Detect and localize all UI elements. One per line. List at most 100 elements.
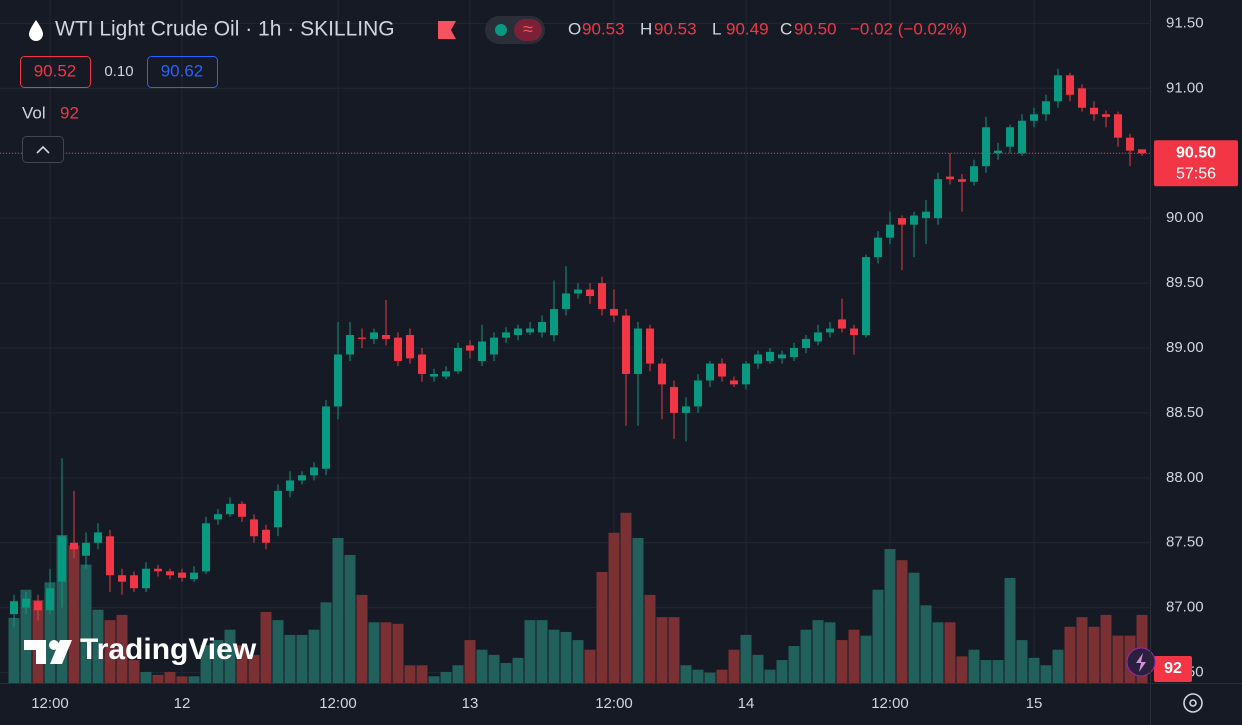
volume-bar: [992, 660, 1004, 683]
candle-body: [286, 480, 294, 491]
candle-body: [1066, 75, 1074, 95]
candle-body: [550, 309, 558, 336]
volume-bar: [476, 649, 488, 683]
candle-body: [586, 289, 594, 297]
candle-body: [370, 332, 378, 339]
volume-bar: [764, 669, 776, 683]
candle-body: [394, 337, 402, 361]
candle-body: [130, 575, 138, 589]
candle-body: [526, 328, 534, 333]
candle-body: [406, 335, 414, 359]
candle-body: [622, 315, 630, 374]
candle-body: [970, 166, 978, 182]
candle-body: [1006, 127, 1014, 147]
candle-body: [694, 380, 702, 407]
flag-icon[interactable]: [438, 21, 456, 39]
candle-body: [514, 328, 522, 336]
candle-body: [778, 354, 786, 359]
candle-body: [226, 503, 234, 515]
y-tick-label: 88.50: [1166, 404, 1204, 421]
logo-icon: [50, 640, 72, 664]
candle-body: [874, 237, 882, 258]
ask[interactable]: 90.62: [161, 61, 204, 80]
candle-body: [718, 363, 726, 377]
market-open-dot: [495, 24, 507, 36]
candle-body: [706, 363, 714, 381]
candle-body: [670, 386, 678, 413]
candle-body: [742, 363, 750, 385]
volume-bar: [752, 654, 764, 683]
ohlc-value: 90.49: [726, 19, 769, 38]
candle-body: [886, 224, 894, 238]
collapse-button[interactable]: [22, 136, 64, 163]
volume-bar: [776, 660, 788, 683]
volume-bar: [1004, 577, 1016, 683]
volume-bar: [704, 672, 716, 683]
candle-body: [454, 347, 462, 372]
candle-body: [490, 337, 498, 355]
volume-axis-label: 92: [1164, 660, 1182, 677]
candle-body: [1114, 114, 1122, 138]
volume-bar: [584, 649, 596, 683]
volume-bar: [692, 669, 704, 683]
candle-body: [1090, 107, 1098, 115]
candle-body: [82, 542, 90, 556]
volume-bar: [680, 665, 692, 683]
volume-bar: [740, 634, 752, 683]
volume-bar: [20, 589, 32, 683]
candle-body: [502, 332, 510, 338]
candle-body: [430, 373, 438, 377]
ask-box[interactable]: [147, 56, 218, 88]
x-tick-label: 12:00: [319, 695, 357, 712]
volume-bar: [824, 622, 836, 683]
candle-body: [790, 347, 798, 358]
candle-body: [1018, 120, 1026, 154]
volume-bar: [884, 549, 896, 683]
volume-bar: [404, 665, 416, 683]
candle-body: [1078, 88, 1086, 108]
candle-body: [1102, 114, 1110, 117]
candle-body: [166, 571, 174, 576]
y-tick-label: 89.50: [1166, 274, 1204, 291]
volume-bar: [284, 634, 296, 683]
volume-bar: [812, 620, 824, 683]
countdown: 57:56: [1176, 165, 1216, 182]
candle-body: [34, 601, 42, 611]
candle-body: [22, 598, 30, 608]
volume-bar: [656, 617, 668, 683]
candle-body: [754, 354, 762, 364]
ohlc-value: 90.50: [794, 19, 837, 38]
candle-body: [382, 335, 390, 339]
volume-bar: [416, 665, 428, 683]
settings-icon[interactable]: [1183, 693, 1203, 713]
volume-bar: [80, 564, 92, 683]
ohlc-key: H: [640, 19, 652, 38]
candle-body: [982, 127, 990, 167]
x-tick-label: 12:00: [871, 695, 909, 712]
volume-bar: [392, 623, 404, 683]
ohlc-legend: O 90.53 H 90.53 L 90.49 C 90.50: [568, 19, 837, 38]
ohlc-key: O: [568, 19, 581, 38]
candle-body: [898, 218, 906, 225]
volume-bar: [872, 589, 884, 683]
bid[interactable]: 90.52: [34, 61, 77, 80]
candle-body: [646, 328, 654, 364]
y-tick-label: 90.00: [1166, 209, 1204, 226]
volume-bar: [464, 640, 476, 683]
change: −0.02 (−0.02%): [850, 19, 967, 38]
volume-bar: [380, 622, 392, 683]
volume-bar: [212, 640, 224, 683]
volume-bar: [536, 620, 548, 683]
x-tick-label: 13: [462, 695, 479, 712]
candle-body: [358, 337, 366, 339]
bid-box[interactable]: [20, 56, 91, 88]
volume-bar: [68, 545, 80, 683]
candle-body: [322, 406, 330, 469]
volume-bar: [644, 594, 656, 683]
candle-body: [766, 351, 774, 361]
candle-body: [562, 293, 570, 310]
volume-bar: [1088, 626, 1100, 683]
delayed-badge: [514, 19, 542, 41]
volume-bar: [560, 631, 572, 683]
